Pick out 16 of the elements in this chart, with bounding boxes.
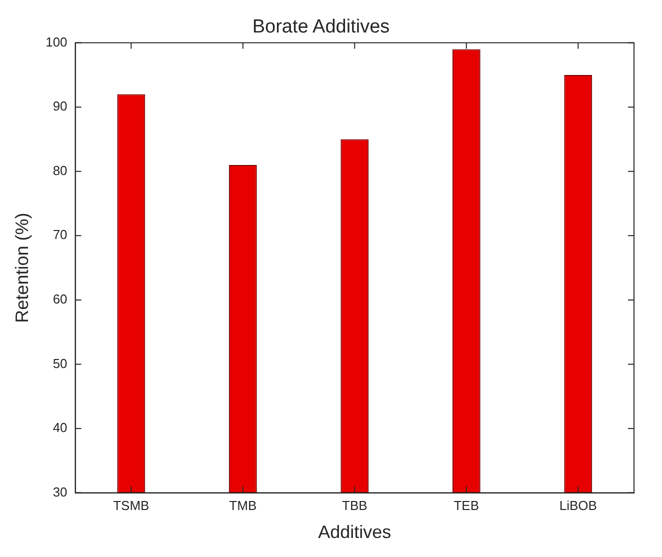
x-tick-label: TSMB (113, 498, 150, 514)
y-tick-label: 100 (46, 34, 68, 50)
y-tick-label: 30 (52, 484, 68, 500)
y-tick-label: 70 (52, 227, 68, 242)
y-tick-label: 60 (52, 292, 68, 307)
y-tick-label: 80 (52, 162, 68, 178)
x-tick-label: LiBOB (559, 498, 597, 514)
y-tick-label: 40 (52, 420, 68, 436)
x-axis-title: Additives (318, 522, 392, 542)
y-tick-label: 50 (52, 356, 68, 371)
y-axis-title: Retention (%) (12, 212, 32, 323)
x-tick-label: TBB (342, 498, 368, 514)
x-tick-label: TEB (454, 498, 480, 514)
y-tick-label: 90 (52, 98, 68, 114)
x-tick-label: TMB (229, 498, 257, 514)
chart-title: Borate Additives (252, 16, 390, 38)
